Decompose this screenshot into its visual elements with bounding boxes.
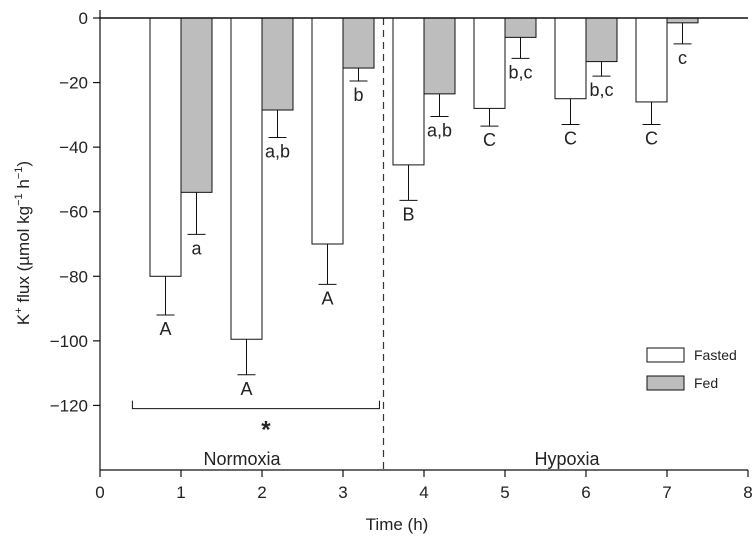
bar-fed-1 — [180, 17, 213, 193]
x-tick-label: 8 — [743, 483, 752, 502]
significance-letter: C — [645, 129, 658, 149]
bar-fasted-4 — [392, 17, 425, 166]
y-tick-label: −40 — [59, 138, 88, 157]
legend-label-fed: Fed — [694, 375, 718, 391]
y-axis-label-part: h — [14, 179, 33, 193]
bar-fasted-2 — [230, 17, 263, 340]
x-tick-label: 1 — [176, 483, 185, 502]
x-tick-label: 5 — [500, 483, 509, 502]
y-tick-label: 0 — [79, 9, 88, 28]
y-tick-label: −120 — [50, 396, 88, 415]
significance-letter: b,c — [508, 62, 532, 82]
bar-fasted-6 — [554, 17, 587, 100]
legend: Fasted Fed — [646, 347, 737, 391]
x-tick-label: 2 — [257, 483, 266, 502]
significance-letter: B — [402, 204, 414, 224]
x-tick-label: 0 — [95, 483, 104, 502]
x-tick-label: 6 — [581, 483, 590, 502]
legend-label-fasted: Fasted — [694, 347, 737, 363]
bar-fasted-5 — [473, 17, 506, 109]
y-axis-label-part: −1 — [13, 193, 25, 206]
y-axis-label-part: K — [14, 313, 33, 325]
bar-fed-5 — [504, 17, 537, 38]
bars-layer — [149, 17, 699, 376]
x-tick-label: 4 — [419, 483, 428, 502]
y-axis-label-part: flux (µmol kg — [14, 206, 33, 307]
y-axis-label-part: ) — [14, 161, 33, 167]
significance-letter: C — [564, 129, 577, 149]
significance-letter: A — [159, 319, 171, 339]
bar-fed-3 — [342, 17, 375, 69]
legend-swatch-fed — [646, 375, 685, 391]
labels-layer: A A A B C C Ca a,b b a,b b,c b,c c * Normoxia Hypoxia — [131, 48, 687, 469]
bar-fed-6 — [585, 17, 618, 63]
bar-fasted-7 — [635, 17, 668, 103]
significance-letter: A — [240, 379, 252, 399]
x-tick-label: 3 — [338, 483, 347, 502]
region-label-normoxia: Normoxia — [203, 449, 281, 469]
y-axis-label: K+ flux (µmol kg−1 h−1) — [13, 161, 33, 325]
significance-letter: b — [353, 85, 363, 105]
significance-star: * — [261, 417, 271, 444]
x-axis-label: Time (h) — [366, 515, 429, 534]
significance-letter: a,b — [265, 141, 290, 161]
x-tick-label: 7 — [662, 483, 671, 502]
significance-letter: b,c — [589, 80, 613, 100]
y-tick-label: −60 — [59, 203, 88, 222]
region-label-hypoxia: Hypoxia — [534, 449, 600, 469]
significance-letter: C — [483, 130, 496, 150]
significance-bracket — [131, 400, 380, 410]
significance-letter: c — [678, 48, 687, 68]
bar-fed-4 — [423, 17, 456, 95]
significance-letter: A — [321, 288, 333, 308]
y-axis-label-part: + — [13, 307, 25, 313]
bar-fasted-3 — [311, 17, 344, 245]
legend-swatch-fasted — [646, 347, 685, 363]
y-axis-label-part: −1 — [13, 167, 25, 180]
significance-letter: a — [191, 238, 202, 258]
y-tick-label: −80 — [59, 267, 88, 286]
axes-layer: 0 −20 −40 −60 −80 −100 −120 0 1 2 3 4 5 6 7 8 Time (h) K+… — [13, 9, 753, 534]
bar-fasted-1 — [149, 17, 182, 277]
y-tick-label: −20 — [59, 74, 88, 93]
y-tick-label: −100 — [50, 332, 88, 351]
significance-letter: a,b — [427, 120, 452, 140]
bar-fed-2 — [261, 17, 294, 111]
